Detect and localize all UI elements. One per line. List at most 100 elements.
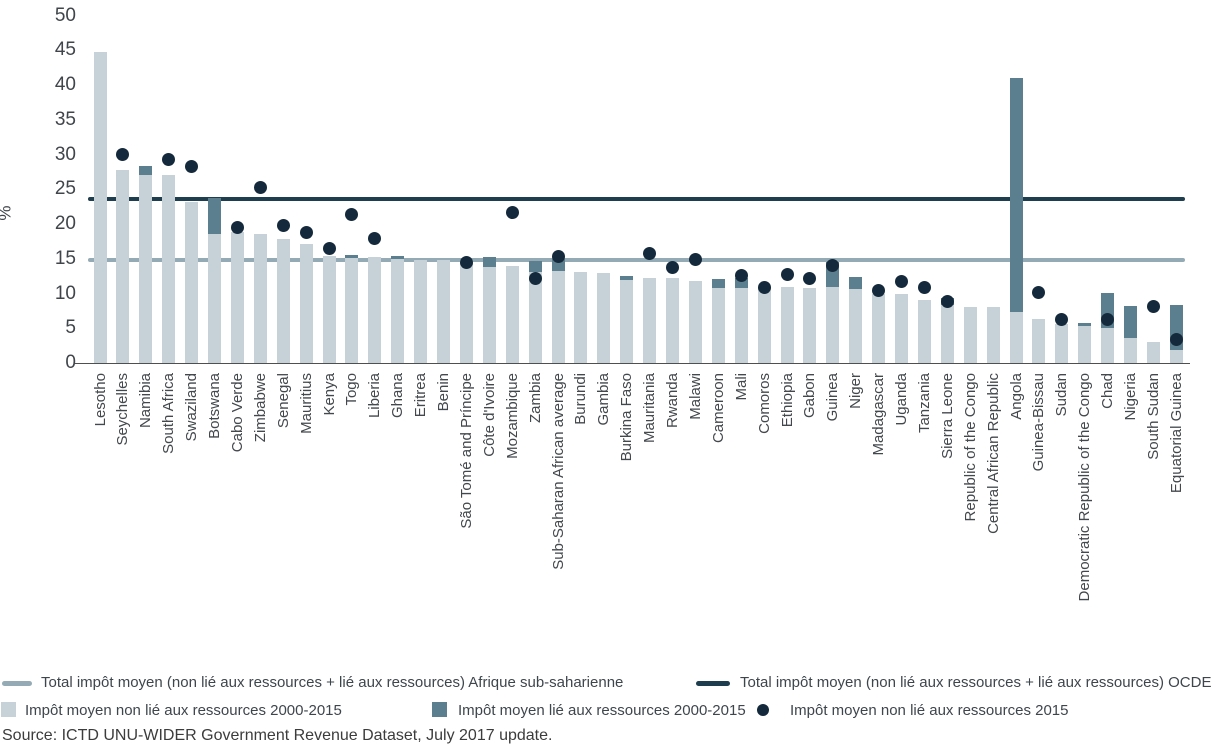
x-axis-label: Ethiopia <box>778 373 796 428</box>
bar-nonresource <box>1055 324 1069 363</box>
bar-nonresource <box>1032 318 1046 363</box>
bar-resource <box>1124 306 1137 338</box>
x-axis-label: Equatorial Guinea <box>1167 373 1185 494</box>
dot-2015 <box>780 268 794 282</box>
bar-nonresource <box>253 233 267 363</box>
dot-2015-swatch <box>757 704 769 716</box>
bar-resource <box>482 257 496 268</box>
dot-2015 <box>1146 299 1160 313</box>
ocde-line-swatch <box>696 681 730 686</box>
source-note: Source: ICTD UNU-WIDER Government Revenu… <box>2 727 553 744</box>
legend-label-ssa-total: Total impôt moyen (non lié aux ressource… <box>41 674 624 691</box>
bar-nonresource <box>803 287 817 363</box>
bar-nonresource <box>459 260 473 363</box>
bar-nonresource <box>437 260 450 363</box>
bar-nonresource <box>391 258 405 363</box>
x-axis-label: Gambia <box>595 373 613 426</box>
bar-resource <box>139 165 153 176</box>
bar-resource <box>1009 78 1023 312</box>
dot-2015 <box>734 268 748 282</box>
bar-nonresource <box>230 232 244 363</box>
x-axis-label: Mauritius <box>297 373 315 434</box>
bar-nonresource <box>505 266 519 363</box>
bar-nonresource <box>551 270 565 363</box>
y-tick-label: 40 <box>54 74 76 95</box>
dot-2015 <box>1055 313 1069 327</box>
x-axis-label: Mali <box>732 373 750 401</box>
bar-nonresource <box>299 244 313 363</box>
dot-2015 <box>826 258 840 272</box>
y-tick-label: 25 <box>54 178 76 200</box>
x-axis-label: Chad <box>1099 373 1117 409</box>
dot-2015 <box>185 159 199 173</box>
y-tick-label: 45 <box>54 39 76 61</box>
bar-nonresource <box>322 255 336 363</box>
x-axis-label: Swaziland <box>183 373 201 442</box>
x-axis-label: Central African Republic <box>984 373 1002 534</box>
bar-nonresource <box>986 307 1000 363</box>
y-tick-label: 35 <box>54 108 76 130</box>
dot-2015 <box>895 275 908 289</box>
x-axis-label: Comoros <box>755 373 773 434</box>
dot-2015 <box>757 280 771 294</box>
x-axis-label: Gabon <box>801 373 819 419</box>
bar-nonresource <box>963 307 977 363</box>
x-axis-label: Burundi <box>572 373 590 425</box>
bar-resource <box>711 278 725 288</box>
dot-2015 <box>322 241 336 255</box>
x-axis-label: Seychelles <box>114 373 132 446</box>
y-tick-label: 10 <box>54 282 76 304</box>
bar-nonresource <box>780 286 794 363</box>
x-axis-label: Guinea <box>824 373 842 422</box>
bar-nonresource <box>208 233 221 363</box>
x-axis-label: Kenya <box>320 373 338 416</box>
bar-nonresource <box>849 289 863 363</box>
bar-nonresource <box>940 304 954 363</box>
x-axis-label: South Sudan <box>1144 373 1162 460</box>
bar-nonresource <box>1124 337 1137 363</box>
x-axis-label: São Tomé and Príncipe <box>457 373 475 529</box>
x-axis-label: Cameroon <box>709 373 727 444</box>
dot-2015 <box>459 255 473 269</box>
x-axis-label: Democratic Republic of the Congo <box>1076 373 1094 602</box>
x-axis-label: Lesotho <box>91 373 109 427</box>
bar-resource <box>208 198 221 234</box>
dot-2015 <box>345 207 359 221</box>
legend-label-nonresource: Impôt moyen non lié aux ressources 2000-… <box>25 702 342 719</box>
dot-2015 <box>162 152 176 166</box>
dot-2015 <box>299 225 313 239</box>
y-tick-label: 5 <box>65 317 76 339</box>
bar-nonresource <box>1078 326 1092 363</box>
bar-nonresource <box>276 238 290 363</box>
bar-nonresource <box>1101 328 1115 363</box>
dot-2015 <box>666 261 679 275</box>
x-axis-label: Rwanda <box>664 373 681 429</box>
bar-nonresource <box>826 287 840 363</box>
bar-nonresource <box>574 271 588 363</box>
ssa-line-swatch <box>2 681 32 686</box>
bar-resource <box>620 276 634 280</box>
x-axis-label: Burkina Faso <box>618 373 636 462</box>
bar-nonresource <box>162 174 176 363</box>
x-axis-line <box>75 363 1190 364</box>
x-axis-label: Benin <box>435 373 452 412</box>
y-axis-title: % <box>0 205 16 220</box>
bar-nonresource <box>368 256 382 363</box>
bar-resource <box>345 255 359 259</box>
dot-2015 <box>551 250 565 264</box>
dot-2015 <box>253 180 267 194</box>
bar-resource <box>734 278 748 288</box>
x-axis-label: Republic of the Congo <box>961 373 979 522</box>
y-tick-label: 15 <box>54 247 76 269</box>
x-axis-label: Liberia <box>366 373 384 419</box>
x-axis-label: Cabo Verde <box>228 373 246 453</box>
bar-nonresource <box>643 278 657 363</box>
x-axis-label: Sub-Saharan African average <box>549 373 567 570</box>
dot-2015 <box>1101 312 1115 326</box>
dot-2015 <box>116 148 130 161</box>
x-axis-label: Nigeria <box>1122 373 1139 421</box>
bar-nonresource <box>895 293 908 363</box>
x-axis-label: Ghana <box>389 373 407 419</box>
x-axis-label: Eritrea <box>412 373 430 418</box>
x-axis-label: Madagascar <box>870 373 888 456</box>
